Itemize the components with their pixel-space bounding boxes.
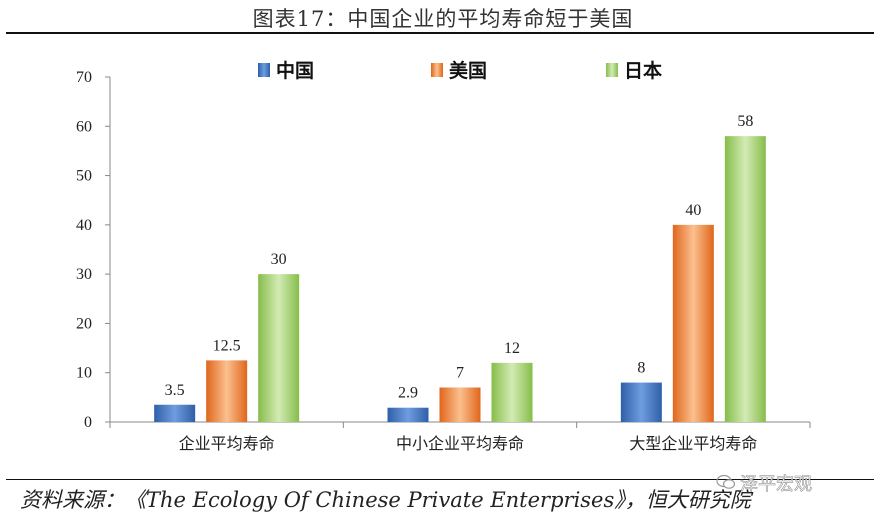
bar-日本-中小企业平均寿命: [491, 362, 533, 422]
bar-中国-中小企业平均寿命: [387, 407, 429, 422]
y-tick-label: 20: [76, 315, 92, 332]
data-label: 58: [737, 113, 753, 130]
legend-label: 日本: [624, 59, 662, 82]
data-label: 2.9: [398, 385, 418, 402]
y-tick-label: 40: [76, 217, 92, 234]
y-tick-label: 50: [76, 168, 92, 185]
wechat-icon: [716, 474, 736, 489]
bar-日本-企业平均寿命: [258, 274, 300, 422]
category-label: 企业平均寿命: [179, 434, 275, 453]
bar-美国-企业平均寿命: [206, 360, 248, 422]
y-tick-label: 30: [76, 266, 92, 283]
bar-chart: 0 10 20 30 40 50 60 70 企业平均寿命 中小企业平均寿命 大型企业平均寿命 3.…: [76, 59, 811, 453]
legend-label: 美国: [449, 59, 487, 82]
chart-title: 图表17：中国企业的平均寿命短于美国: [252, 7, 634, 31]
y-tick-label: 70: [76, 69, 92, 86]
data-label: 30: [271, 251, 287, 268]
category-label: 中小企业平均寿命: [396, 434, 524, 453]
bar-美国-大型企业平均寿命: [672, 224, 714, 422]
top-rule: [6, 32, 874, 34]
y-tick-label: 10: [76, 365, 92, 382]
watermark: 泽平宏观: [740, 474, 813, 496]
source-note: 资料来源：《The Ecology Of Chinese Private Ent…: [20, 488, 751, 512]
data-label: 40: [685, 202, 701, 219]
category-label: 大型企业平均寿命: [629, 434, 757, 453]
data-label: 8: [637, 360, 645, 377]
data-label: 7: [456, 365, 464, 382]
bar-中国-大型企业平均寿命: [620, 382, 662, 422]
legend-swatch-日本: [606, 63, 618, 77]
legend-swatch-美国: [431, 63, 443, 77]
legend-swatch-中国: [258, 63, 270, 77]
data-label: 12: [504, 340, 520, 357]
y-tick-label: 0: [84, 414, 92, 431]
data-label: 3.5: [165, 382, 185, 399]
bar-日本-大型企业平均寿命: [724, 136, 766, 422]
data-label: 12.5: [213, 337, 241, 354]
y-tick-label: 60: [76, 118, 92, 135]
bottom-rule: [6, 479, 874, 480]
bar-中国-企业平均寿命: [154, 404, 196, 422]
legend-label: 中国: [276, 59, 314, 82]
bar-美国-中小企业平均寿命: [439, 387, 481, 422]
